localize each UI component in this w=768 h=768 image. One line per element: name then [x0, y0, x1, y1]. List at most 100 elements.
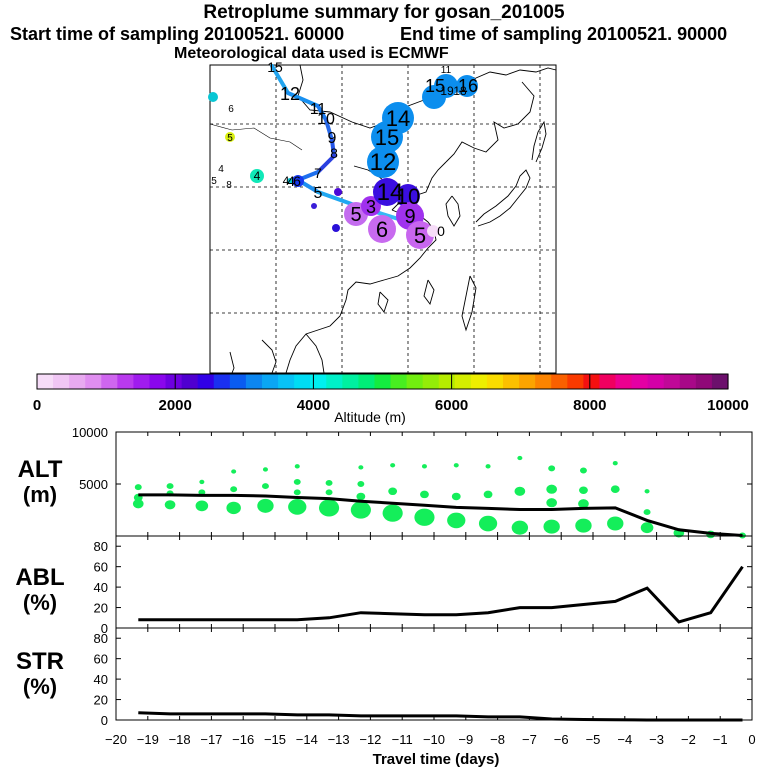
- colorbar-cell: [261, 374, 279, 389]
- alt-point: [451, 492, 461, 501]
- str-ylabel: STR: [16, 648, 64, 675]
- xtick-label: −1: [713, 732, 728, 747]
- map-day-label: 5: [414, 223, 426, 248]
- xtick-label: −6: [554, 732, 569, 747]
- colorbar-cell: [631, 374, 649, 389]
- map-day-label: 14: [377, 179, 404, 206]
- alt-point: [388, 487, 398, 496]
- map-day-label: 9: [328, 130, 337, 147]
- alt-point: [198, 489, 206, 496]
- abl-minor-ticks: [115, 536, 753, 628]
- colorbar-cell: [181, 374, 199, 389]
- abl-yticks: 0 20 40 60 80: [94, 539, 752, 636]
- alt-point: [257, 498, 274, 513]
- plume-blob: [332, 224, 340, 232]
- colorbar-cell: [663, 374, 681, 389]
- ytick-label: 80: [94, 539, 108, 554]
- ytick-label: 5000: [79, 477, 108, 492]
- map-day-label: 6: [228, 104, 234, 115]
- alt-point: [288, 499, 307, 515]
- colorbar-cell: [486, 374, 504, 389]
- colorbar-cell: [133, 374, 151, 389]
- plume-blob: [434, 74, 458, 98]
- ytick-label: 80: [94, 631, 108, 646]
- colorbar-tick-label: 8000: [573, 397, 606, 414]
- alt-point: [420, 490, 429, 499]
- map-day-label: 15: [267, 59, 283, 75]
- colorbar-cell: [647, 374, 665, 389]
- map-graticule: [210, 65, 556, 373]
- alt-point: [517, 455, 523, 461]
- alt-point: [226, 501, 241, 515]
- str-frame: [115, 627, 753, 721]
- map-day-label: 15: [425, 76, 445, 96]
- colorbar-cell: [278, 374, 295, 389]
- plume-blob: [287, 178, 293, 184]
- end-time-label: End time of sampling 20100521. 90000: [400, 24, 728, 44]
- alt-point: [325, 479, 333, 486]
- colorbar-cell: [294, 374, 311, 389]
- alt-point: [357, 481, 365, 487]
- map-day-label: 5: [350, 204, 361, 226]
- plume-blob: [208, 92, 218, 102]
- colorbar-tick-label: 0: [33, 397, 41, 414]
- alt-minor-ticks: [115, 432, 753, 536]
- map-day-label: 7: [314, 165, 322, 181]
- plume-blob: [382, 102, 414, 134]
- map-day-label: 8: [226, 180, 232, 191]
- alt-point: [543, 519, 560, 534]
- map-day-labels: 15 12 11 10 9 8 7 6 5 4 5 3 6 14 15 12 1…: [211, 59, 478, 248]
- colorbar-cell: [679, 374, 697, 389]
- map-day-label: 14: [386, 106, 410, 131]
- colorbar-cell: [551, 374, 568, 389]
- ytick-label: 40: [94, 580, 108, 595]
- alt-point: [546, 484, 558, 494]
- track-segment: [286, 91, 320, 108]
- colorbar-label: Altitude (m): [334, 409, 406, 425]
- alt-point: [607, 516, 624, 531]
- figure-title: Retroplume summary for gosan_201005: [203, 2, 565, 23]
- abl-ylabel: ABL: [15, 564, 64, 591]
- plume-blob: [456, 75, 478, 97]
- colorbar-cell: [535, 374, 552, 389]
- xtick-label: −19: [137, 732, 159, 747]
- colorbar-cell: [615, 374, 633, 389]
- xtick-label: 0: [748, 732, 755, 747]
- colorbar-cell: [326, 374, 343, 389]
- colorbar-cell: [695, 374, 713, 389]
- alt-point: [483, 490, 493, 499]
- plume-blob: [292, 175, 304, 187]
- colorbar-tick-label: 10000: [707, 397, 749, 414]
- alt-point: [644, 489, 650, 494]
- alt-point: [421, 464, 427, 469]
- map-day-label: 19: [440, 84, 454, 98]
- map-day-label: 16: [458, 76, 478, 96]
- ytick-label: 0: [101, 621, 108, 636]
- map-day-label: 6: [376, 217, 388, 242]
- colorbar-cell: [567, 374, 584, 389]
- ytick-label: 60: [94, 652, 108, 667]
- alt-point: [478, 515, 498, 532]
- plume-blob: [427, 225, 439, 237]
- alt-mean-line: [138, 493, 743, 537]
- colorbar-cell: [454, 374, 472, 389]
- colorbar-cells: [37, 374, 729, 389]
- str-minor-ticks: [115, 628, 753, 720]
- alt-point: [579, 486, 588, 495]
- map-day-label: 9: [404, 206, 415, 228]
- xaxis-label: Travel time (days): [373, 751, 500, 768]
- track-segment: [324, 118, 334, 142]
- colorbar-cell: [711, 374, 729, 389]
- xtick-label: −18: [169, 732, 191, 747]
- alt-point: [548, 465, 556, 472]
- ytick-label: 60: [94, 560, 108, 575]
- plume-blob: [311, 203, 317, 209]
- xtick-label: −10: [423, 732, 445, 747]
- abl-line: [138, 565, 744, 624]
- alt-point: [293, 489, 301, 496]
- altitude-colorbar: 0 2000 4000 6000 8000 10000 Altitude (m): [33, 373, 749, 425]
- alt-point: [382, 504, 403, 522]
